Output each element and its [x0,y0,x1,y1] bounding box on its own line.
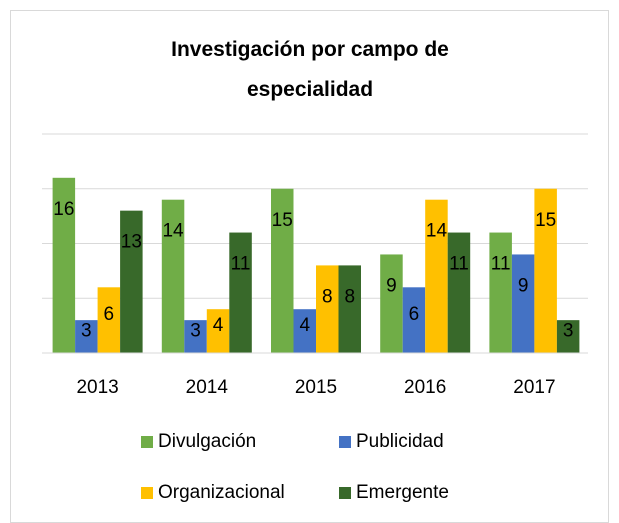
data-label: 4 [299,315,310,336]
data-label: 13 [121,232,142,253]
bar [75,320,98,353]
x-tick-label: 2015 [295,377,337,398]
legend-label: Emergente [356,482,449,503]
bar [184,320,207,353]
data-label: 15 [535,210,556,231]
x-tick-label: 2016 [404,377,446,398]
bar [556,320,580,353]
bar [402,287,426,353]
data-label: 9 [518,275,529,296]
data-label: 3 [190,321,201,342]
data-label: 3 [563,321,574,342]
legend-swatch [339,487,351,499]
legend-swatch [141,487,153,499]
bar [338,265,361,353]
bar [229,232,252,353]
x-tick-label: 2013 [76,377,118,398]
data-label: 6 [409,304,420,325]
x-tick-label: 2014 [186,377,229,398]
data-label: 14 [426,221,448,242]
data-label: 3 [81,321,92,342]
bar [206,309,230,353]
bar [534,188,557,353]
bar [380,254,403,353]
bar [511,254,535,353]
data-label: 9 [386,275,397,296]
data-label: 8 [322,286,333,307]
x-tick-label: 2017 [513,377,555,398]
bar [120,210,143,353]
bar [489,232,512,353]
data-label: 16 [53,199,74,220]
bar [52,177,76,353]
legend-label: Organizacional [158,482,285,503]
data-label: 11 [491,254,511,275]
data-label: 4 [213,315,224,336]
bar [447,232,471,353]
legend-swatch [141,436,153,448]
data-label: 8 [344,286,355,307]
data-label: 11 [231,254,251,275]
data-label: 6 [104,304,115,325]
legend-swatch [339,436,351,448]
bar [425,199,448,353]
bar [316,265,339,353]
bar [271,188,294,353]
bar [97,287,121,353]
bar [161,199,185,353]
data-label: 15 [272,210,293,231]
chart-title: Investigación por campo de especialidad [171,38,449,101]
bar [293,309,316,353]
data-label: 11 [449,254,469,275]
legend-label: Publicidad [356,431,444,452]
data-label: 14 [162,221,184,242]
legend-label: Divulgación [158,431,256,452]
